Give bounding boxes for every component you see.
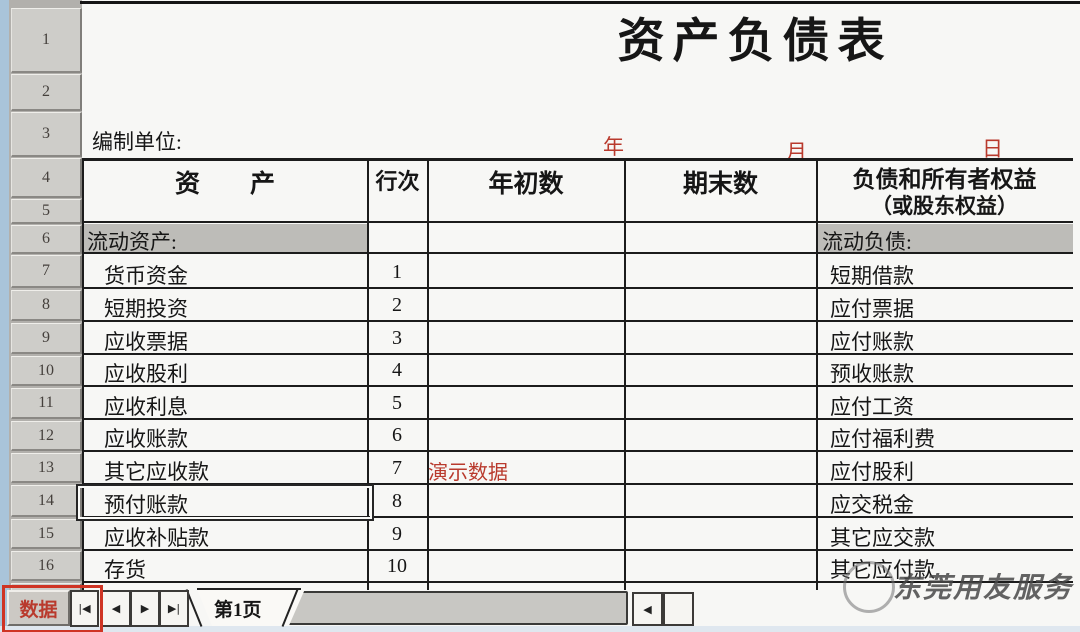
grid-line xyxy=(82,158,84,590)
col-header-assets: 资 产 xyxy=(174,171,275,198)
col-header-beginning: 年初数 xyxy=(488,171,564,198)
cell-line-no[interactable]: 7 xyxy=(392,457,402,479)
col-header-liabilities-line1: 负债和所有者权益 xyxy=(852,167,1037,192)
row-header[interactable]: 1 xyxy=(11,8,82,73)
scroll-left-icon[interactable]: ◀ xyxy=(632,592,663,626)
report-title: 资产负债表 xyxy=(617,16,893,68)
row-header[interactable]: 8 xyxy=(11,290,82,321)
sheet-tab-page1[interactable] xyxy=(197,589,305,626)
cell-asset-name[interactable]: 应收账款 xyxy=(104,427,188,451)
tab-top-border xyxy=(197,588,301,590)
sheet-top-border xyxy=(80,1,1080,4)
cell-asset-name[interactable]: 短期投资 xyxy=(104,297,188,321)
data-tab-label: 数据 xyxy=(19,599,58,621)
col-header-line-no: 行次 xyxy=(375,169,420,194)
row-header[interactable]: 2 xyxy=(11,74,82,111)
cell-asset-name[interactable]: 应收利息 xyxy=(104,395,188,419)
window-left-edge xyxy=(0,0,9,632)
scroll-right-icon[interactable] xyxy=(663,592,694,626)
row-header[interactable]: 10 xyxy=(11,356,82,386)
cell-liability-section[interactable]: 流动负债: xyxy=(822,230,912,254)
cell-asset-name[interactable]: 应收股利 xyxy=(104,362,188,386)
cell-line-no[interactable]: 1 xyxy=(392,261,402,283)
row-header[interactable]: 14 xyxy=(11,485,82,517)
annotation-highlight-box xyxy=(2,585,103,632)
tab-nav-next-icon[interactable]: ▶ xyxy=(130,590,160,627)
cell-liability-name[interactable]: 应付票据 xyxy=(830,297,914,321)
date-year-label: 年 xyxy=(603,135,624,159)
data-tab-button[interactable]: 数据 xyxy=(7,590,70,626)
asset-section-fill xyxy=(83,224,367,252)
cell-asset-name[interactable]: 存货 xyxy=(104,558,146,582)
liability-section-fill xyxy=(818,224,1073,252)
row-header[interactable]: 16 xyxy=(11,551,82,581)
cell-liability-name[interactable]: 应付福利费 xyxy=(830,427,935,451)
grid-line xyxy=(82,581,1073,583)
cell-asset-name[interactable]: 货币资金 xyxy=(104,264,188,288)
row-header[interactable]: 7 xyxy=(11,255,82,288)
row-header[interactable]: 6 xyxy=(11,225,82,254)
watermark-text: 东莞用友服务 xyxy=(893,573,1074,604)
tab-nav-last-icon[interactable]: ▶| xyxy=(159,590,189,627)
grid-line xyxy=(82,418,1073,420)
grid-line xyxy=(816,158,818,590)
row-header[interactable]: 13 xyxy=(11,453,82,483)
grid-line xyxy=(82,287,1073,289)
grid-line xyxy=(82,353,1073,355)
cell-asset-name[interactable]: 应收票据 xyxy=(104,330,188,354)
prepared-unit-label: 编制单位: xyxy=(92,130,182,154)
grid-line xyxy=(82,483,1073,485)
cell-liability-name[interactable]: 短期借款 xyxy=(830,264,914,288)
grid-line xyxy=(82,252,1073,254)
grid-line xyxy=(82,450,1073,452)
cell-liability-name[interactable]: 其它应交款 xyxy=(830,526,935,550)
grid-line xyxy=(82,549,1073,551)
cell-asset-name-selected[interactable]: 预付账款 xyxy=(104,493,188,517)
grid-line xyxy=(367,158,369,590)
cell-liability-name[interactable]: 应交税金 xyxy=(830,493,914,517)
row-header[interactable]: 12 xyxy=(11,421,82,451)
grid-line xyxy=(82,221,1073,223)
row-header[interactable]: 4 xyxy=(11,158,82,198)
cell-demo-note[interactable]: 演示数据 xyxy=(428,462,508,484)
row-header[interactable]: 3 xyxy=(11,112,82,157)
grid-line xyxy=(82,516,1073,518)
row-header[interactable]: 5 xyxy=(11,199,82,224)
sheet-tab-label[interactable]: 第1页 xyxy=(214,600,262,621)
tab-nav-first-icon[interactable]: |◀ xyxy=(70,590,99,627)
cell-liability-name[interactable]: 应付工资 xyxy=(830,395,914,419)
cell-line-no[interactable]: 3 xyxy=(392,327,402,349)
window-bottom-edge xyxy=(0,626,1080,632)
col-header-ending: 期末数 xyxy=(682,171,758,198)
row-header[interactable]: 9 xyxy=(11,323,82,354)
grid-line xyxy=(82,320,1073,322)
grid-line xyxy=(624,158,626,590)
cell-line-no[interactable]: 4 xyxy=(392,359,402,381)
grid-line xyxy=(427,158,429,590)
grid-line xyxy=(82,385,1073,387)
cell-asset-section[interactable]: 流动资产: xyxy=(87,230,177,254)
date-month-label: 月 xyxy=(786,140,807,164)
cell-asset-name[interactable]: 应收补贴款 xyxy=(104,526,209,550)
cell-line-no[interactable]: 5 xyxy=(392,392,402,414)
active-cell-selection[interactable] xyxy=(76,484,374,521)
row-header[interactable]: 15 xyxy=(11,519,82,549)
grid-line xyxy=(82,158,1073,161)
tab-nav-prev-icon[interactable]: ◀ xyxy=(101,590,131,627)
cell-liability-name[interactable]: 应付账款 xyxy=(830,330,914,354)
cell-liability-name[interactable]: 预收账款 xyxy=(830,362,914,386)
cell-line-no[interactable]: 2 xyxy=(392,294,402,316)
watermark-logo-icon xyxy=(843,561,895,613)
cell-line-no[interactable]: 8 xyxy=(392,490,402,512)
row-header[interactable]: 11 xyxy=(11,388,82,419)
date-day-label: 日 xyxy=(982,137,1003,161)
horizontal-scrollbar-thumb[interactable] xyxy=(281,591,628,625)
cell-asset-name[interactable]: 其它应收款 xyxy=(104,460,209,484)
cell-line-no[interactable]: 9 xyxy=(392,523,402,545)
cell-liability-name[interactable]: 应付股利 xyxy=(830,460,914,484)
cell-line-no[interactable]: 6 xyxy=(392,424,402,446)
col-header-liabilities-line2: （或股东权益） xyxy=(871,194,1018,218)
cell-line-no[interactable]: 10 xyxy=(387,555,407,577)
